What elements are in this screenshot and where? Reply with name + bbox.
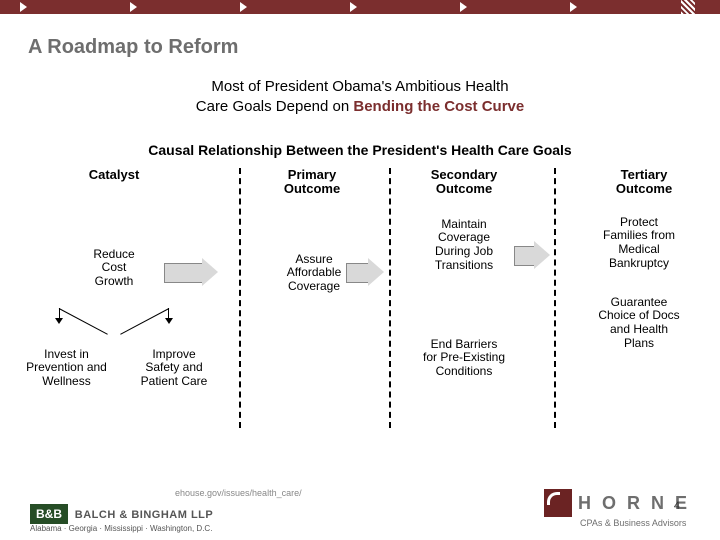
node-improve: ImproveSafety andPatient Care bbox=[129, 348, 219, 389]
node-reduce-cost: ReduceCostGrowth bbox=[79, 248, 149, 289]
nav-triangle-icon bbox=[20, 2, 27, 12]
arrow-icon bbox=[164, 263, 204, 283]
source-url: ehouse.gov/issues/health_care/ bbox=[175, 488, 302, 498]
column-header-secondary: SecondaryOutcome bbox=[424, 168, 504, 198]
column-divider bbox=[554, 168, 556, 428]
node-end-barriers: End Barriersfor Pre-ExistingConditions bbox=[414, 338, 514, 379]
node-guarantee: GuaranteeChoice of Docsand HealthPlans bbox=[584, 296, 694, 351]
column-header-primary: PrimaryOutcome bbox=[272, 168, 352, 198]
tagline-emphasis: Bending the Cost Curve bbox=[353, 98, 524, 115]
column-header-tertiary: TertiaryOutcome bbox=[604, 168, 684, 198]
nav-triangle-icon bbox=[350, 2, 357, 12]
flow-diagram: Catalyst PrimaryOutcome SecondaryOutcome… bbox=[24, 168, 696, 428]
node-invest: Invest inPrevention andWellness bbox=[19, 348, 114, 389]
firm-sub: Alabama · Georgia · Mississippi · Washin… bbox=[30, 524, 212, 533]
decorative-square-icon bbox=[681, 0, 695, 14]
arrow-icon bbox=[514, 246, 536, 266]
horne-mark-icon bbox=[544, 489, 572, 517]
tagline-line1: Most of President Obama's Ambitious Heal… bbox=[211, 78, 508, 95]
footer-left-logo: B&B BALCH & BINGHAM LLP Alabama · Georgi… bbox=[30, 504, 213, 534]
nav-triangle-icon bbox=[570, 2, 577, 12]
nav-triangle-icon bbox=[130, 2, 137, 12]
node-protect: ProtectFamilies fromMedicalBankruptcy bbox=[589, 216, 689, 271]
nav-triangle-icon bbox=[460, 2, 467, 12]
top-accent-bar bbox=[0, 0, 720, 14]
node-assure: AssureAffordableCoverage bbox=[274, 253, 354, 294]
tagline-line2-pre: Care Goals Depend on bbox=[196, 98, 354, 115]
node-maintain: MaintainCoverageDuring JobTransitions bbox=[419, 218, 509, 273]
firm-name: BALCH & BINGHAM LLP bbox=[75, 509, 213, 521]
column-divider bbox=[239, 168, 241, 428]
page-number: 4 bbox=[674, 500, 680, 512]
diagram-heading: Causal Relationship Between the Presiden… bbox=[0, 142, 720, 158]
column-divider bbox=[389, 168, 391, 428]
horne-sub: CPAs & Business Advisors bbox=[580, 519, 690, 528]
tagline: Most of President Obama's Ambitious Heal… bbox=[0, 77, 720, 118]
bb-badge-icon: B&B bbox=[30, 504, 68, 524]
column-header-catalyst: Catalyst bbox=[69, 168, 159, 183]
nav-triangle-icon bbox=[240, 2, 247, 12]
page-title: A Roadmap to Reform bbox=[28, 36, 720, 59]
footer-right-logo: H O R N E CPAs & Business Advisors bbox=[544, 489, 690, 528]
arrow-icon bbox=[346, 263, 370, 283]
footer: ehouse.gov/issues/health_care/ B&B BALCH… bbox=[0, 478, 720, 540]
